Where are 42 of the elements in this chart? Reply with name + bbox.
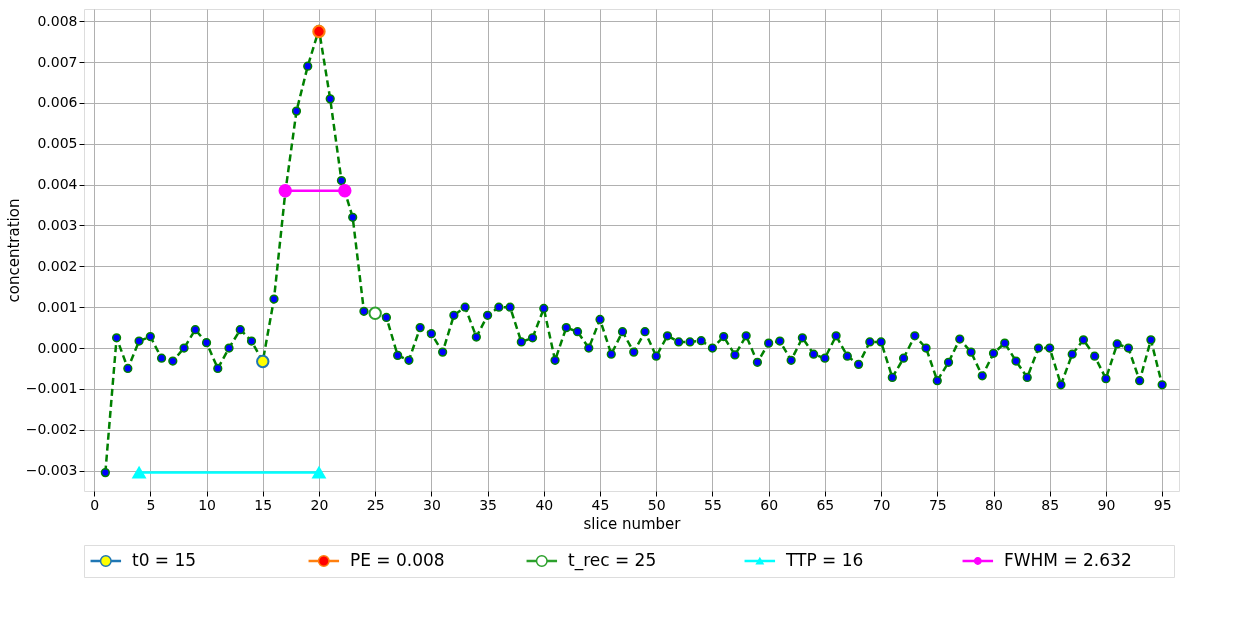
x-tick-label: 5 — [146, 496, 156, 513]
y-tick-label: 0.000 — [37, 339, 78, 356]
y-tick-label: 0.005 — [37, 135, 78, 152]
y-tick-label: 0.003 — [37, 216, 78, 233]
x-tick-label: 40 — [535, 496, 554, 513]
x-tick-label: 30 — [422, 496, 441, 513]
x-tick-label: 50 — [647, 496, 666, 513]
x-tick-label: 20 — [310, 496, 329, 513]
x-tick-label: 85 — [1041, 496, 1060, 513]
x-axis-title: slice number — [583, 514, 682, 533]
legend-label: t_rec = 25 — [567, 550, 657, 571]
x-tick-label: 80 — [985, 496, 1003, 513]
point — [278, 184, 292, 198]
x-tick-label: 75 — [928, 496, 947, 513]
x-tick-label: 0 — [90, 496, 100, 513]
legend-label: PE = 0.008 — [349, 550, 445, 570]
y-tick-label: 0.004 — [37, 176, 78, 193]
legend-label: FWHM = 2.632 — [1003, 550, 1132, 570]
y-tick-label: −0.003 — [25, 462, 78, 479]
x-tick-label: 60 — [760, 496, 779, 513]
point — [338, 184, 352, 198]
y-axis-title: concentration — [4, 198, 23, 303]
point — [312, 24, 326, 39]
x-tick-label: 45 — [591, 496, 610, 513]
y-tick-label: −0.002 — [25, 421, 78, 438]
y-tick-label: 0.001 — [37, 298, 78, 315]
legend-label: TTP = 16 — [784, 550, 864, 570]
x-tick-label: 65 — [816, 496, 835, 513]
y-tick-label: −0.001 — [25, 380, 78, 397]
y-tick-label: 0.008 — [37, 12, 78, 29]
y-tick-label: 0.006 — [37, 94, 78, 111]
x-tick-label: 25 — [366, 496, 385, 513]
x-tick-label: 70 — [872, 496, 891, 513]
x-tick-label: 55 — [704, 496, 722, 513]
y-tick-label: 0.007 — [37, 53, 78, 70]
x-tick-label: 15 — [254, 496, 273, 513]
x-tick-label: 90 — [1097, 496, 1116, 513]
x-tick-label: 95 — [1153, 496, 1172, 513]
legend-label: t0 = 15 — [131, 550, 197, 570]
x-tick-label: 10 — [198, 496, 216, 513]
y-tick-label: 0.002 — [37, 257, 78, 274]
x-tick-label: 35 — [479, 496, 498, 513]
